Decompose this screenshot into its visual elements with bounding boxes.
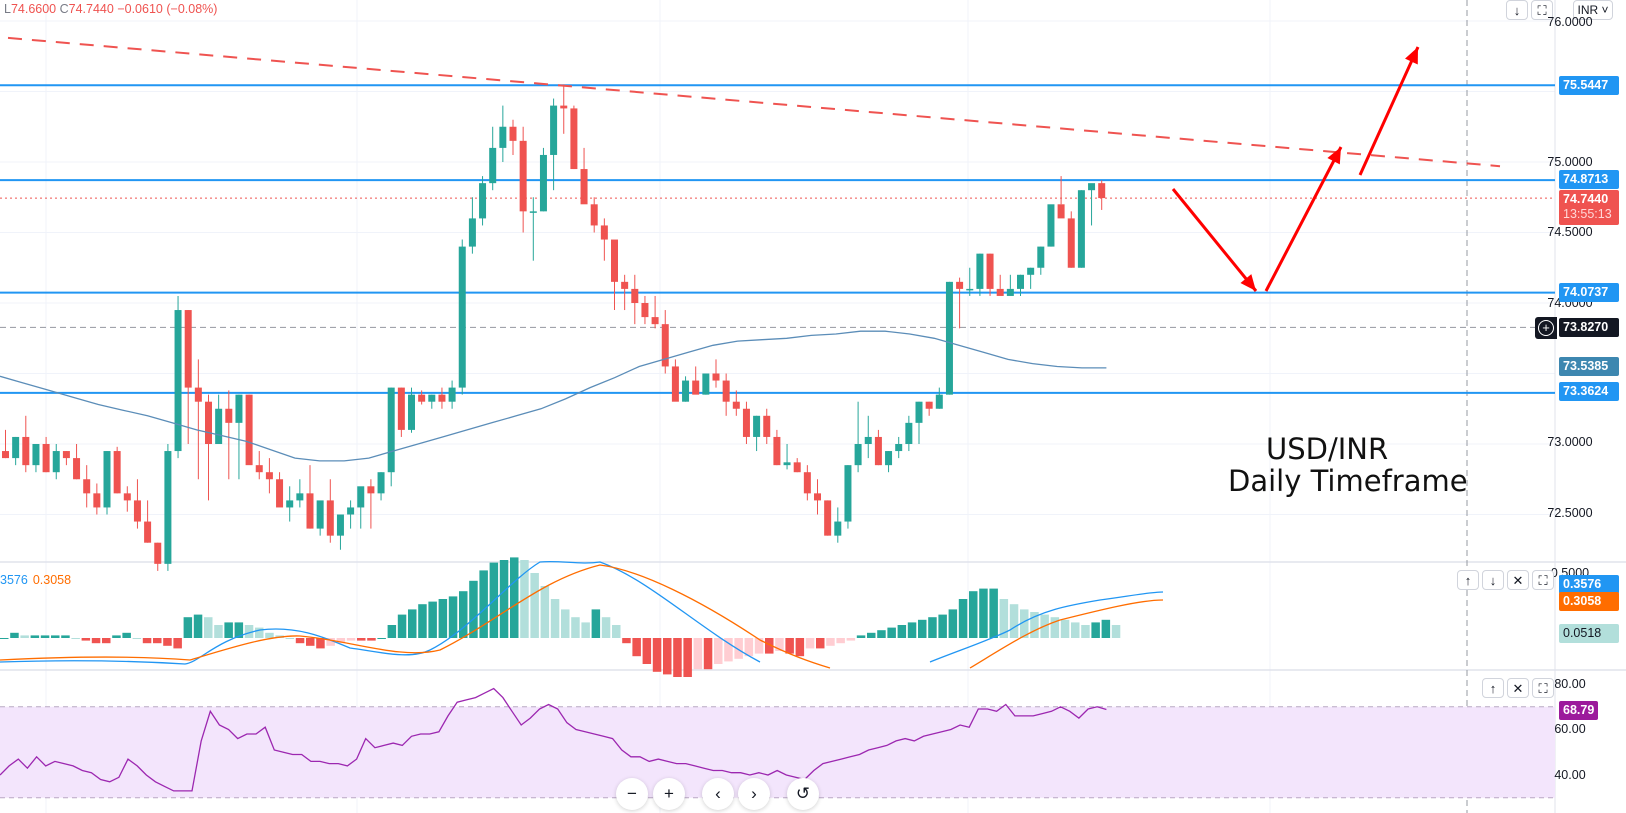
macd-legend: 3576 0.3058 xyxy=(0,573,71,587)
arrow-down-icon: ↓ xyxy=(1513,3,1521,18)
chevron-right-icon: › xyxy=(751,784,757,803)
signal-tag: 0.3058 xyxy=(1559,592,1619,611)
annotation-symbol: USD/INR xyxy=(1266,432,1389,466)
rsi-tag: 68.79 xyxy=(1559,701,1599,720)
arrow-up-icon: ↑ xyxy=(1464,573,1472,588)
low-key: L xyxy=(4,2,11,16)
close-icon: ✕ xyxy=(1512,573,1524,588)
arrow-down-icon: ↓ xyxy=(1489,573,1497,588)
scroll-down-button[interactable]: ↓ xyxy=(1506,0,1528,20)
level-tag-74-8713: 74.8713 xyxy=(1559,170,1619,189)
signal-value: 0.3058 xyxy=(32,573,72,587)
macd-move-down-button[interactable]: ↓ xyxy=(1482,570,1504,590)
reset-chart-button[interactable]: ↺ xyxy=(787,778,819,810)
price-tick: 74.5000 xyxy=(1547,225,1593,239)
rsi-move-up-button[interactable]: ↑ xyxy=(1482,678,1504,698)
macd-tag: 0.3576 xyxy=(1559,575,1619,594)
last-price: 74.7440 xyxy=(1563,192,1609,206)
price-tick: 76.0000 xyxy=(1547,15,1593,29)
rsi-close-button[interactable]: ✕ xyxy=(1507,678,1529,698)
rsi-tick: 60.00 xyxy=(1554,722,1586,736)
plus-icon: + xyxy=(664,784,674,803)
ma-price-tag: 73.5385 xyxy=(1559,357,1619,376)
ohlc-legend: L74.6600 C74.7440 −0.0610 (−0.08%) xyxy=(4,2,217,16)
annotation-timeframe: Daily Timeframe xyxy=(1228,464,1468,498)
currency-selector[interactable]: INR ˅ xyxy=(1573,0,1613,20)
minus-icon: − xyxy=(627,784,637,803)
low-value: 74.6600 xyxy=(10,2,57,16)
last-price-tag: 74.7440 13:55:13 xyxy=(1559,190,1619,225)
macd-move-up-button[interactable]: ↑ xyxy=(1457,570,1479,590)
scroll-right-button[interactable]: › xyxy=(738,778,770,810)
reset-icon: ↺ xyxy=(795,784,811,803)
maximize-icon: ⛶ xyxy=(1538,573,1548,588)
maximize-icon: ⛶ xyxy=(1537,3,1547,18)
level-tag-74-0737: 74.0737 xyxy=(1559,283,1619,302)
change-value: −0.0610 xyxy=(117,2,163,16)
maximize-button[interactable]: ⛶ xyxy=(1531,0,1553,20)
crosshair-price-tag: 73.8270 xyxy=(1559,318,1619,337)
bar-countdown: 13:55:13 xyxy=(1563,207,1612,221)
zoom-in-button[interactable]: + xyxy=(653,778,685,810)
macd-value: 3576 xyxy=(0,573,28,587)
plus-circle-icon: + xyxy=(1538,320,1554,336)
arrow-up-icon: ↑ xyxy=(1489,681,1497,696)
level-tag-75-5447: 75.5447 xyxy=(1559,76,1619,95)
price-tick: 72.5000 xyxy=(1547,506,1593,520)
close-key: C xyxy=(59,2,69,16)
zoom-out-button[interactable]: − xyxy=(616,778,648,810)
price-tick: 73.0000 xyxy=(1547,435,1593,449)
maximize-icon: ⛶ xyxy=(1538,681,1548,696)
rsi-tick: 40.00 xyxy=(1554,768,1586,782)
chevron-left-icon: ‹ xyxy=(715,784,721,803)
add-alert-button[interactable]: + xyxy=(1535,317,1557,339)
price-tick: 75.0000 xyxy=(1547,155,1593,169)
rsi-tick: 80.00 xyxy=(1554,677,1586,691)
level-tag-73-3624: 73.3624 xyxy=(1559,382,1619,401)
histogram-tag: 0.0518 xyxy=(1559,624,1619,643)
close-value: 74.7440 xyxy=(68,2,114,16)
macd-maximize-button[interactable]: ⛶ xyxy=(1532,570,1554,590)
scroll-left-button[interactable]: ‹ xyxy=(702,778,734,810)
chevron-down-icon: ˅ xyxy=(1598,3,1609,17)
close-icon: ✕ xyxy=(1512,681,1524,696)
macd-close-button[interactable]: ✕ xyxy=(1507,570,1529,590)
change-pct: (−0.08%) xyxy=(166,2,218,16)
rsi-maximize-button[interactable]: ⛶ xyxy=(1532,678,1554,698)
